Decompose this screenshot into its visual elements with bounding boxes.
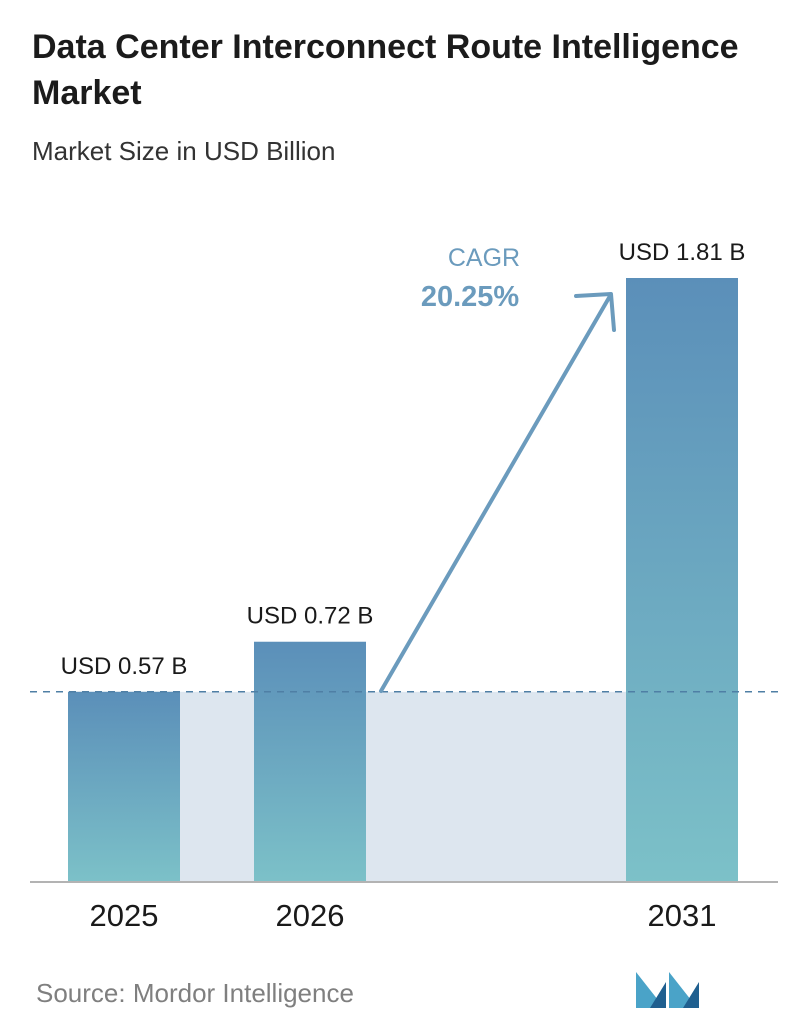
cagr-arrow-line: [379, 294, 612, 693]
source-note: Source: Mordor Intelligence: [36, 978, 354, 1008]
x-tick-label-2031: 2031: [648, 898, 717, 933]
bar-2025: [68, 691, 180, 882]
chart-title: Data Center Interconnect Route Intellige…: [32, 28, 739, 112]
x-tick-label-2025: 2025: [90, 898, 159, 933]
bar-2031: [626, 278, 738, 882]
value-label-2025: USD 0.57 B: [61, 653, 188, 680]
cagr-arrow-head: [574, 292, 616, 332]
chart-subtitle: Market Size in USD Billion: [32, 136, 336, 166]
cagr-label: CAGR: [448, 244, 520, 272]
bar-2026: [254, 641, 366, 882]
cagr-value: 20.25%: [421, 281, 520, 313]
value-label-2031: USD 1.81 B: [619, 239, 746, 266]
mordor-intelligence-logo-icon: [636, 972, 699, 1008]
x-tick-label-2026: 2026: [276, 898, 345, 933]
value-label-2026: USD 0.72 B: [247, 603, 374, 630]
